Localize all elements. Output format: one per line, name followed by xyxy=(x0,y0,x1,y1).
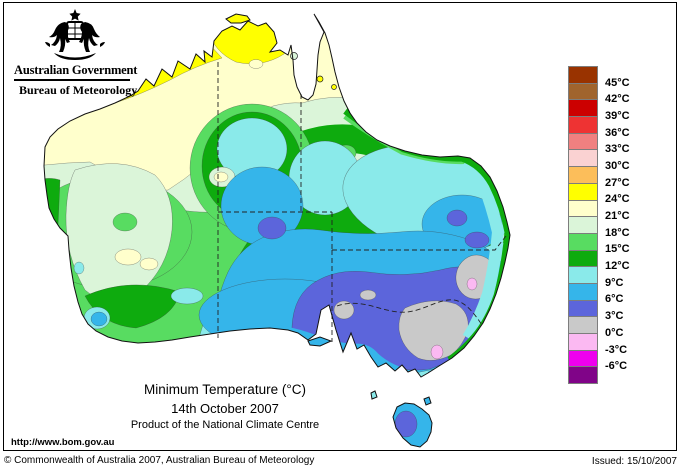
legend-entry: 45°C xyxy=(568,66,630,89)
legend-entry: 33°C xyxy=(568,132,630,155)
legend-entry: 0°C xyxy=(568,316,623,339)
government-title: Australian Government xyxy=(14,63,138,77)
legend-swatch xyxy=(568,99,598,118)
legend-entry: 15°C xyxy=(568,232,630,255)
legend-label: -6°C xyxy=(605,360,628,373)
legend-label: 42°C xyxy=(605,93,630,106)
logo-divider xyxy=(14,79,130,81)
legend-swatch xyxy=(568,82,598,101)
map-date: 14th October 2007 xyxy=(171,401,279,416)
legend-swatch xyxy=(568,166,598,184)
legend-swatch xyxy=(568,199,598,218)
legend-entry: -6°C xyxy=(568,349,627,372)
legend-swatch xyxy=(568,66,598,84)
legend-entry: 9°C xyxy=(568,266,623,289)
map-frame-border xyxy=(3,2,677,451)
map-product-line: Product of the National Climate Centre xyxy=(130,419,320,431)
legend-swatch xyxy=(568,232,598,251)
legend-swatch xyxy=(568,299,598,318)
legend-swatch xyxy=(568,349,598,368)
legend-entry: 36°C xyxy=(568,116,630,139)
state-borders xyxy=(217,62,507,342)
legend-entry: 42°C xyxy=(568,82,630,105)
legend-label: 21°C xyxy=(605,210,630,222)
legend-swatch xyxy=(568,266,598,284)
legend-swatch xyxy=(568,132,598,151)
legend-label: 24°C xyxy=(605,193,630,206)
legend-swatch xyxy=(568,282,598,301)
legend-label: 9°C xyxy=(605,276,624,289)
legend-entry: 18°C xyxy=(568,216,630,239)
legend-label: 0°C xyxy=(605,326,624,339)
legend-entry: 27°C xyxy=(568,166,630,189)
legend-label: 45°C xyxy=(605,76,630,89)
legend-label: 27°C xyxy=(605,176,630,189)
legend-label: 33°C xyxy=(605,143,630,156)
legend-swatch xyxy=(568,216,598,234)
legend-swatch xyxy=(568,116,598,134)
legend-label: 3°C xyxy=(605,310,624,323)
legend-swatch xyxy=(568,149,598,168)
legend-label: 36°C xyxy=(605,126,630,139)
legend-entry: 3°C xyxy=(568,299,623,322)
legend-entry: 6°C xyxy=(568,282,623,305)
legend-swatch xyxy=(568,316,598,334)
legend-label: 30°C xyxy=(605,159,630,172)
legend-swatch xyxy=(568,249,598,268)
copyright-text: © Commonwealth of Australia 2007, Austra… xyxy=(4,455,315,466)
legend-label: 6°C xyxy=(605,293,624,306)
legend-label: 18°C xyxy=(605,226,630,239)
legend-label: 15°C xyxy=(605,243,630,256)
legend-entry xyxy=(568,366,598,385)
legend-entry: -3°C xyxy=(568,333,627,356)
legend-label: 39°C xyxy=(605,109,630,122)
coat-of-arms-icon xyxy=(45,9,105,60)
legend-swatch xyxy=(568,333,598,351)
legend-entry: 12°C xyxy=(568,249,630,272)
map-caption: Minimum Temperature (°C) 14th October 20… xyxy=(75,382,375,431)
legend-entry: 21°C xyxy=(568,199,630,222)
legend-entry: 24°C xyxy=(568,182,630,205)
legend-swatch xyxy=(568,366,598,385)
legend-swatch xyxy=(568,182,598,201)
map-title: Minimum Temperature (°C) xyxy=(144,382,306,397)
agency-title: Bureau of Meteorology xyxy=(19,83,138,97)
bom-url: http://www.bom.gov.au xyxy=(11,437,115,448)
legend-label: -3°C xyxy=(605,343,628,356)
legend-entry: 30°C xyxy=(568,149,630,172)
legend-label: 12°C xyxy=(605,260,630,273)
issued-timestamp: Issued: 15/10/2007 xyxy=(591,456,677,467)
temperature-legend: 45°C 42°C 39°C 36°C 33°C 30°C 27°C 24°C 21°C 18°C… xyxy=(568,66,630,385)
legend-entry: 39°C xyxy=(568,99,630,122)
